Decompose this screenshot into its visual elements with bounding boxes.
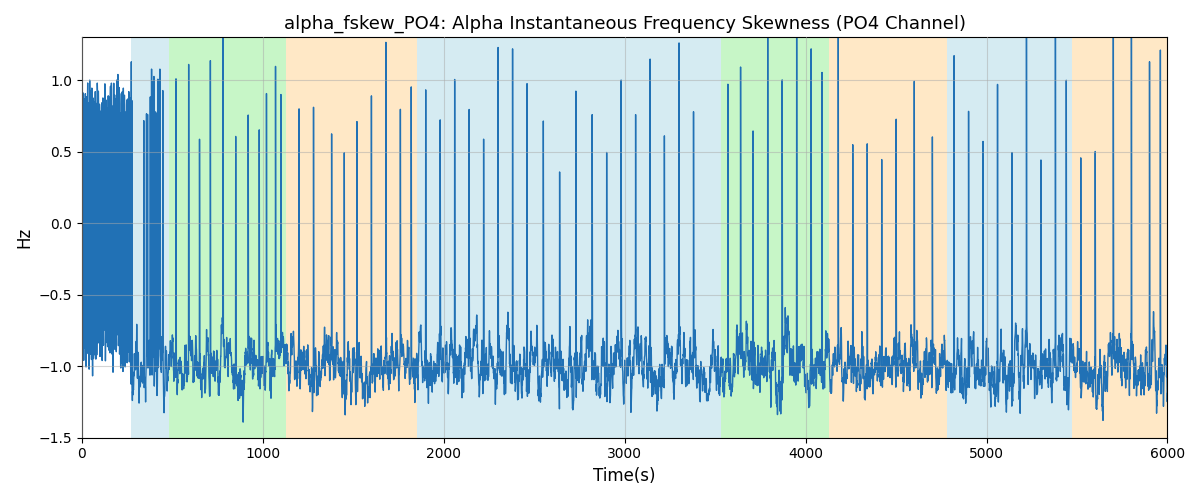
X-axis label: Time(s): Time(s) (594, 467, 656, 485)
Bar (706, 38, 720, 438)
Bar (287, 38, 416, 438)
Bar (131, 38, 169, 438)
Bar (1072, 38, 1168, 438)
Bar (829, 38, 947, 438)
Bar (947, 38, 1072, 438)
Title: alpha_fskew_PO4: Alpha Instantaneous Frequency Skewness (PO4 Channel): alpha_fskew_PO4: Alpha Instantaneous Fre… (283, 15, 966, 34)
Bar (416, 38, 706, 438)
Bar (82, 38, 131, 438)
Y-axis label: Hz: Hz (14, 227, 32, 248)
Bar (720, 38, 757, 438)
Bar (169, 38, 287, 438)
Bar (757, 38, 829, 438)
